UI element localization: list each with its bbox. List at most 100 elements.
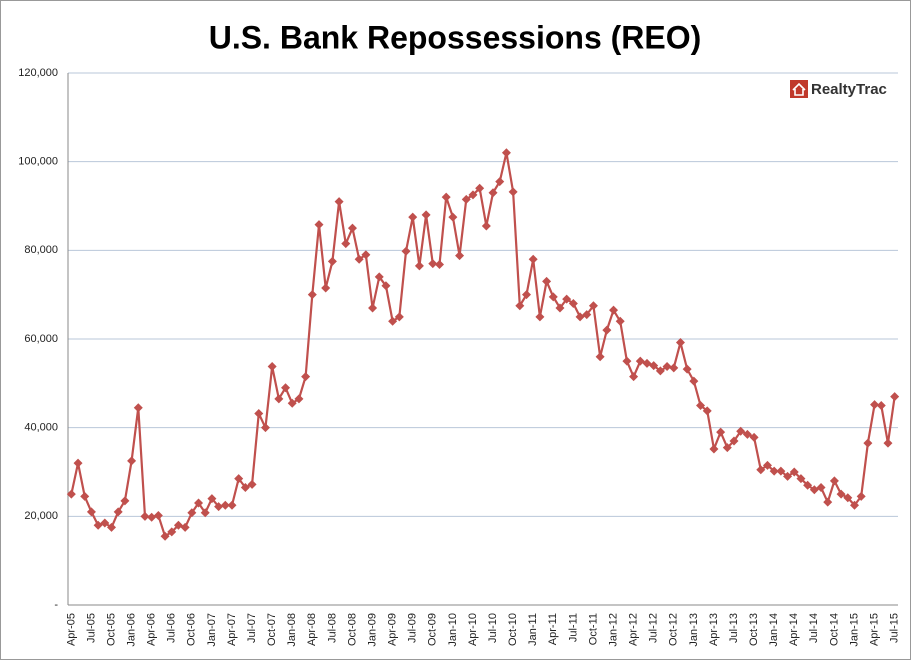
point-marker [401,246,411,256]
x-tick-label: Jul-09 [407,613,419,643]
point-marker [843,493,853,503]
point-marker [783,471,793,481]
x-tick-label: Jul-14 [808,613,820,643]
x-tick-label: Jul-15 [889,613,901,643]
point-marker [609,305,619,315]
point-marker [441,192,451,202]
x-tick-label: Jan-12 [607,613,619,647]
point-marker [622,356,632,366]
point-marker [381,281,391,291]
point-marker [200,508,210,518]
point-marker [655,366,665,376]
point-marker [354,254,364,264]
point-marker [528,254,538,264]
point-marker [475,183,485,193]
y-tick-label: 20,000 [24,510,58,522]
point-marker [803,480,813,490]
x-tick-label: Apr-07 [226,613,238,646]
point-marker [769,466,779,476]
point-marker [247,479,257,489]
x-tick-label: Jan-06 [125,613,137,647]
x-tick-label: Oct-14 [828,613,840,646]
point-marker [776,466,786,476]
chart-title: U.S. Bank Repossessions (REO) [209,19,702,55]
point-marker [548,292,558,302]
x-tick-label: Jul-06 [166,613,178,643]
point-marker [227,500,237,510]
point-marker [829,476,839,486]
point-marker [240,483,250,493]
point-marker [522,290,532,300]
point-marker [394,312,404,322]
y-tick-label: 120,000 [18,67,58,79]
point-marker [234,474,244,484]
point-marker [883,438,893,448]
point-marker [220,500,230,510]
point-marker [542,276,552,286]
x-tick-label: Oct-05 [105,613,117,646]
x-tick-label: Oct-07 [266,613,278,646]
point-marker [207,494,217,504]
point-marker [133,403,143,413]
point-marker [876,401,886,410]
x-tick-label: Oct-08 [346,613,358,646]
point-marker [742,429,752,439]
point-marker [388,316,398,326]
x-tick-label: Jul-10 [487,613,499,643]
point-marker [66,489,76,499]
point-marker [187,508,197,518]
point-marker [274,394,284,404]
x-tick-label: Oct-13 [748,613,760,646]
point-marker [194,498,204,508]
x-tick-label: Oct-12 [668,613,680,646]
x-tick-label: Jul-12 [648,613,660,643]
point-marker [461,194,471,204]
point-marker [796,474,806,484]
point-marker [756,465,766,475]
point-marker [682,364,692,374]
point-marker [736,426,746,436]
point-marker [113,507,123,517]
x-tick-label: Apr-05 [65,613,77,646]
x-tick-label: Jul-08 [326,613,338,643]
point-marker [588,301,598,311]
point-marker [696,401,706,410]
point-marker [140,511,150,521]
point-marker [327,256,337,266]
point-marker [856,491,866,501]
x-tick-label: Oct-11 [587,613,599,645]
logo-text: RealtyTrac [811,81,887,98]
point-marker [448,212,458,222]
point-marker [849,500,859,510]
x-tick-label: Apr-10 [467,613,479,646]
point-marker [762,460,772,470]
x-tick-label: Jan-10 [447,613,459,647]
point-marker [629,372,639,382]
x-tick-label: Apr-13 [708,613,720,646]
point-marker [294,394,304,404]
x-tick-label: Apr-15 [868,613,880,646]
point-marker [120,496,130,506]
point-marker [562,294,572,304]
point-marker [722,443,732,453]
point-marker [374,272,384,282]
point-marker [675,338,685,348]
point-marker [408,212,418,222]
point-marker [709,444,719,454]
point-marker [281,383,291,393]
point-marker [863,438,873,448]
x-tick-label: Apr-11 [547,613,559,645]
point-marker [662,361,672,371]
point-marker [127,456,137,466]
x-tick-label: Jan-13 [688,613,700,647]
point-marker [455,251,465,261]
point-marker [568,299,578,309]
point-marker [515,301,525,311]
point-marker [301,372,311,382]
point-marker [615,316,625,326]
point-marker [86,507,96,517]
point-marker [508,187,518,197]
point-marker [260,423,270,433]
